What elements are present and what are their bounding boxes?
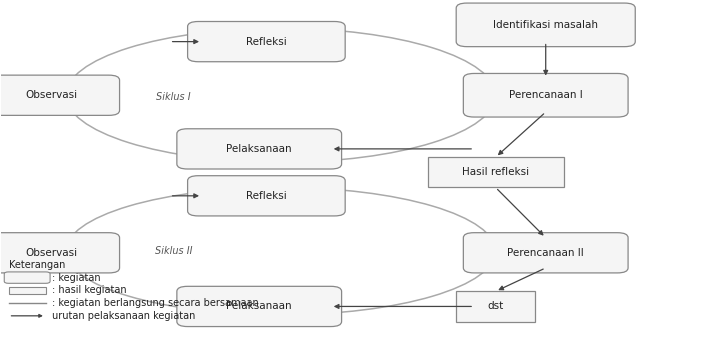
Text: Perencanaan II: Perencanaan II <box>508 248 584 258</box>
Text: Observasi: Observasi <box>25 90 78 100</box>
FancyBboxPatch shape <box>177 129 342 169</box>
Text: Refleksi: Refleksi <box>246 37 287 47</box>
Text: dst: dst <box>487 301 504 311</box>
Text: Perencanaan I: Perencanaan I <box>509 90 582 100</box>
Text: Siklus I: Siklus I <box>156 92 191 102</box>
Text: Pelaksanaan: Pelaksanaan <box>226 144 292 154</box>
FancyBboxPatch shape <box>177 286 342 327</box>
FancyBboxPatch shape <box>456 3 636 47</box>
FancyBboxPatch shape <box>188 22 345 62</box>
FancyBboxPatch shape <box>188 176 345 216</box>
Text: Hasil refleksi: Hasil refleksi <box>462 167 529 177</box>
Text: urutan pelaksanaan kegiatan: urutan pelaksanaan kegiatan <box>52 311 195 321</box>
FancyBboxPatch shape <box>463 73 628 117</box>
FancyBboxPatch shape <box>0 75 119 115</box>
Text: Pelaksanaan: Pelaksanaan <box>226 301 292 311</box>
FancyBboxPatch shape <box>456 291 535 321</box>
FancyBboxPatch shape <box>0 233 119 273</box>
Text: : hasil kegiatan: : hasil kegiatan <box>52 285 126 295</box>
Text: : kegiatan: : kegiatan <box>52 273 100 283</box>
Text: : kegiatan berlangsung secara bersamaan: : kegiatan berlangsung secara bersamaan <box>52 298 258 308</box>
Text: Siklus II: Siklus II <box>155 246 192 256</box>
Text: Keterangan: Keterangan <box>9 260 65 270</box>
FancyBboxPatch shape <box>4 272 50 283</box>
Text: Observasi: Observasi <box>25 248 78 258</box>
Text: Identifikasi masalah: Identifikasi masalah <box>493 20 598 30</box>
FancyBboxPatch shape <box>463 233 628 273</box>
FancyBboxPatch shape <box>9 287 46 294</box>
FancyBboxPatch shape <box>428 157 564 188</box>
Text: Refleksi: Refleksi <box>246 191 287 201</box>
